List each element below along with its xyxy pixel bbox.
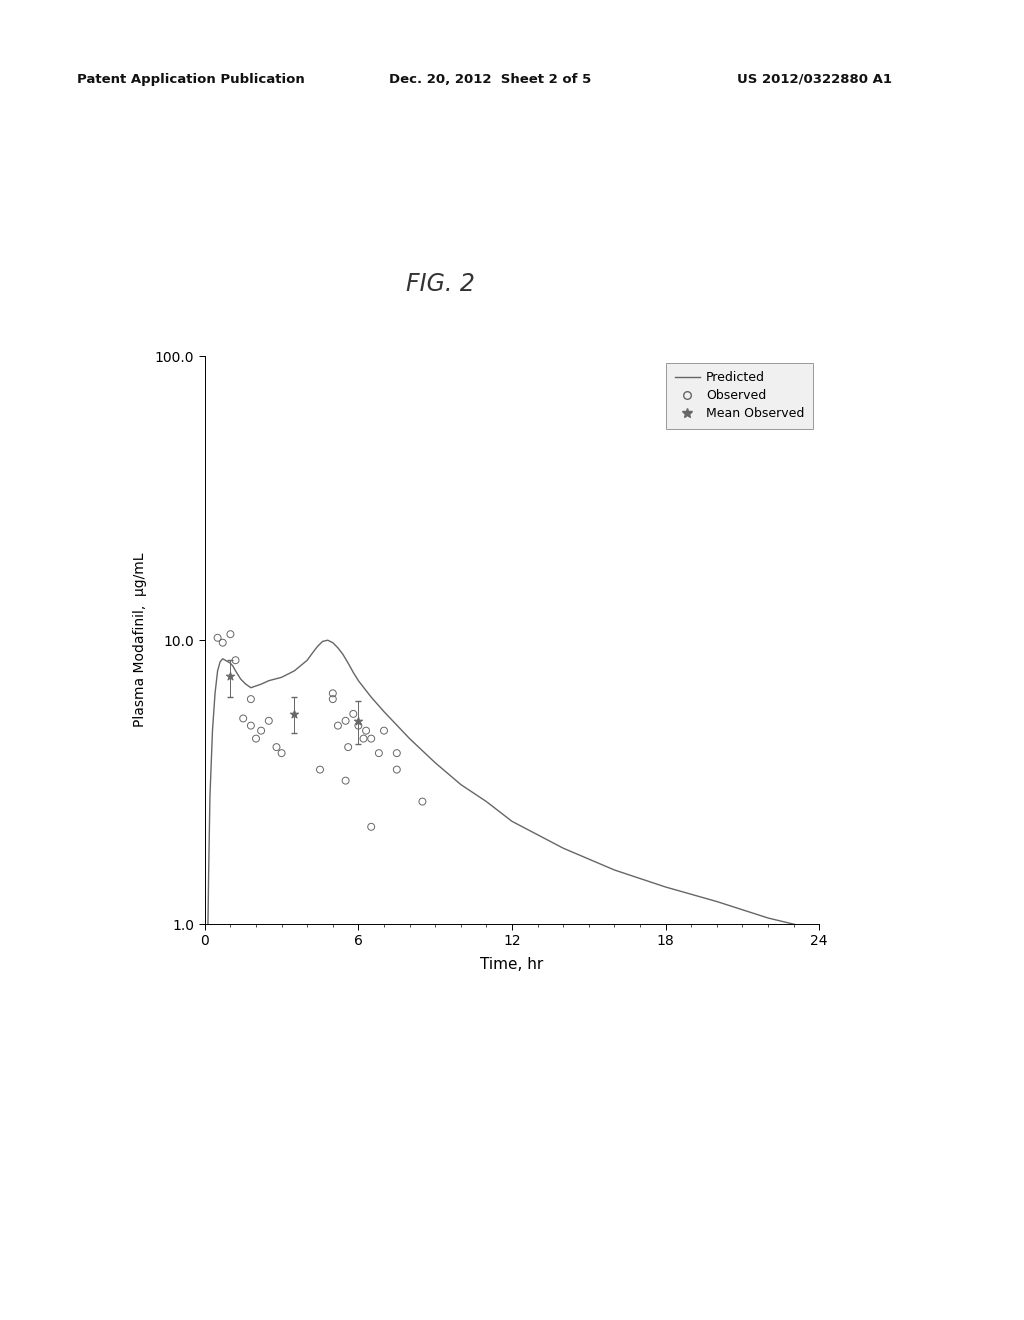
Point: [222, 623, 239, 644]
Text: FIG. 2: FIG. 2: [406, 272, 475, 296]
Point: [215, 632, 231, 653]
Point: [340, 737, 356, 758]
Point: [358, 721, 375, 742]
Point: [311, 759, 328, 780]
Point: [210, 627, 226, 648]
Point: [350, 710, 367, 731]
Point: [236, 708, 252, 729]
Point: [345, 704, 361, 725]
Point: [364, 729, 380, 750]
Point: [355, 729, 372, 750]
Point: [414, 791, 431, 812]
Text: US 2012/0322880 A1: US 2012/0322880 A1: [737, 73, 892, 86]
Legend: Predicted, Observed, Mean Observed: Predicted, Observed, Mean Observed: [666, 363, 813, 429]
Point: [376, 721, 392, 742]
Point: [389, 759, 406, 780]
Point: [325, 682, 341, 704]
Point: [227, 649, 244, 671]
Point: [371, 743, 387, 764]
Point: [253, 721, 269, 742]
Point: [364, 816, 380, 837]
Point: [338, 770, 354, 791]
Point: [273, 743, 290, 764]
Point: [330, 715, 346, 737]
Point: [248, 729, 264, 750]
Point: [222, 665, 239, 686]
Point: [350, 715, 367, 737]
Point: [325, 689, 341, 710]
Y-axis label: Plasma Modafinil,  μg/mL: Plasma Modafinil, μg/mL: [132, 553, 146, 727]
Point: [287, 704, 303, 725]
Text: Patent Application Publication: Patent Application Publication: [77, 73, 304, 86]
Point: [260, 710, 276, 731]
Point: [268, 737, 285, 758]
Text: Dec. 20, 2012  Sheet 2 of 5: Dec. 20, 2012 Sheet 2 of 5: [389, 73, 592, 86]
Point: [243, 689, 259, 710]
Point: [389, 743, 406, 764]
Point: [243, 715, 259, 737]
Point: [338, 710, 354, 731]
X-axis label: Time, hr: Time, hr: [480, 957, 544, 972]
